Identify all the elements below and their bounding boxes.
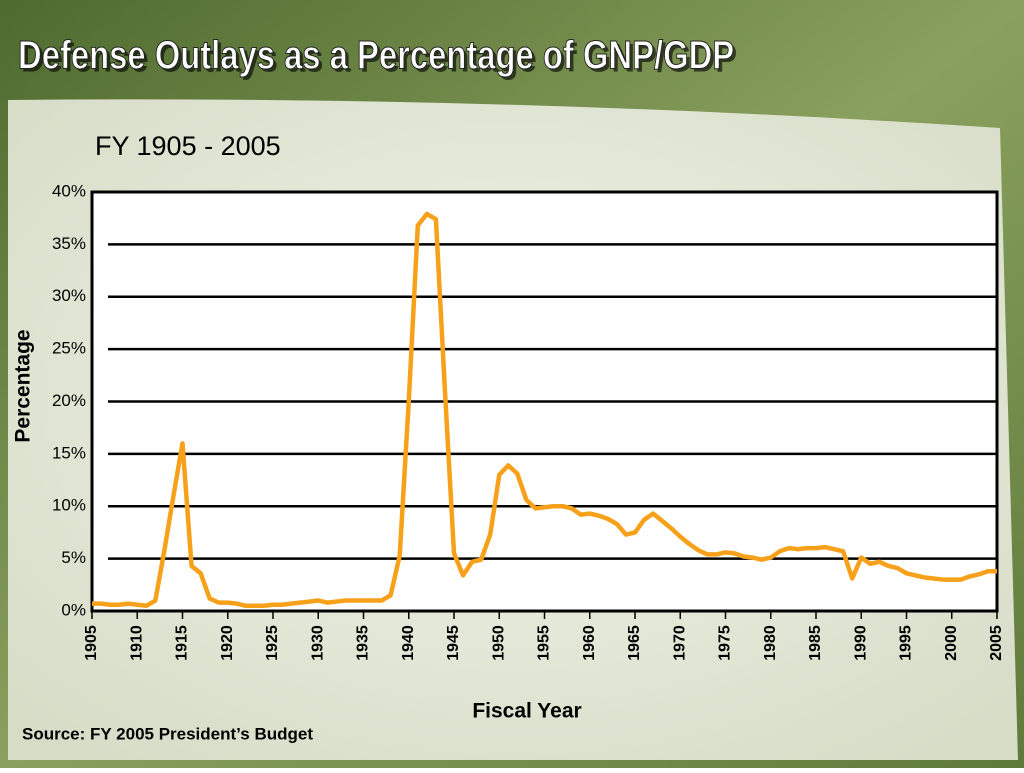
y-tick-label: 0% <box>61 600 86 619</box>
x-tick-label: 1975 <box>717 625 734 661</box>
x-tick-label: 1915 <box>174 625 191 661</box>
x-axis-label: Fiscal Year <box>472 700 581 723</box>
source-note: Source: FY 2005 President’s Budget <box>22 724 313 743</box>
x-tick-label: 1945 <box>445 625 462 661</box>
x-tick-label: 1940 <box>400 625 417 661</box>
x-tick-label: 2005 <box>988 625 1005 661</box>
y-tick-label: 15% <box>52 443 86 462</box>
x-tick-label: 1960 <box>581 625 598 661</box>
y-tick-label: 40% <box>52 181 86 200</box>
x-tick-label: 2000 <box>943 625 960 661</box>
y-tick-label: 35% <box>52 234 86 253</box>
chart-title: Defense Outlays as a Percentage of GNP/G… <box>18 32 734 77</box>
title-shadow: Defense Outlays as a Percentage of GNP/G… <box>21 35 737 80</box>
x-tick-label: 1970 <box>671 625 688 661</box>
data-line <box>92 211 997 609</box>
x-tick-label: 1920 <box>219 625 236 661</box>
y-tick-label: 20% <box>52 391 86 410</box>
x-tick-label: 1985 <box>807 625 824 661</box>
x-tick-label: 1930 <box>309 625 326 661</box>
x-tick-label: 1955 <box>536 625 553 661</box>
x-tick-label: 1950 <box>490 625 507 661</box>
y-axis-label: Percentage <box>12 329 35 442</box>
x-tick-label: 1980 <box>762 625 779 661</box>
x-tick-label: 1935 <box>355 625 372 661</box>
y-tick-label: 5% <box>61 548 86 567</box>
x-tick-label: 1905 <box>83 625 100 661</box>
y-tick-label: 30% <box>52 286 86 305</box>
y-tick-label: 10% <box>52 496 86 515</box>
x-tick-label: 1925 <box>264 625 281 661</box>
x-tick-label: 1910 <box>128 625 145 661</box>
y-tick-label: 25% <box>52 339 86 358</box>
x-tick-label: 1995 <box>898 625 915 661</box>
x-tick-label: 1965 <box>626 625 643 661</box>
x-tick-label: 1990 <box>852 625 869 661</box>
chart-subtitle: FY 1905 - 2005 <box>95 131 281 161</box>
